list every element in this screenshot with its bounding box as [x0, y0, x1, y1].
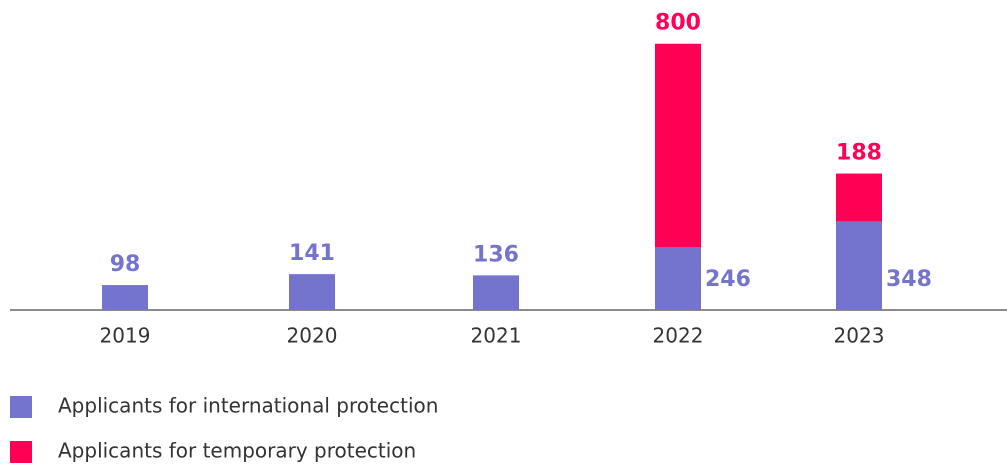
bar-segment — [655, 43, 701, 248]
legend-label: Applicants for international protection — [58, 394, 438, 418]
bar-segment — [473, 275, 519, 310]
bar-segment — [289, 274, 335, 310]
legend-label: Applicants for temporary protection — [58, 439, 416, 463]
data-label: 136 — [473, 242, 519, 267]
x-tick-label: 2021 — [471, 324, 522, 348]
bar-segment — [655, 247, 701, 310]
bar-segment — [102, 285, 148, 310]
legend-swatch — [10, 396, 32, 418]
data-label: 800 — [655, 11, 701, 36]
bar-segment — [836, 221, 882, 310]
x-tick-label: 2022 — [653, 324, 704, 348]
data-label: 98 — [110, 252, 141, 277]
data-label: 188 — [836, 141, 882, 166]
x-tick-label: 2019 — [100, 324, 151, 348]
legend-swatch — [10, 441, 32, 463]
data-label: 348 — [886, 267, 932, 292]
data-label: 141 — [289, 241, 335, 266]
x-tick-label: 2023 — [834, 324, 885, 348]
bar-segment — [836, 173, 882, 222]
data-label: 246 — [705, 267, 751, 292]
x-tick-label: 2020 — [287, 324, 338, 348]
